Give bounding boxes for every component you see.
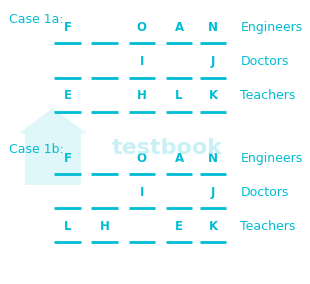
Text: Engineers: Engineers [240,152,303,165]
Text: K: K [209,89,218,102]
Polygon shape [19,108,87,133]
Text: N: N [208,21,218,34]
Text: J: J [211,55,215,68]
Text: A: A [175,152,184,165]
Text: testbook: testbook [112,138,223,158]
Text: Case 1b:: Case 1b: [9,143,64,156]
Text: I: I [140,186,144,199]
Text: O: O [137,152,147,165]
Text: O: O [137,21,147,34]
Text: E: E [175,220,183,233]
Text: F: F [64,152,71,165]
Text: F: F [64,21,71,34]
Text: H: H [137,89,147,102]
Text: Doctors: Doctors [240,186,289,199]
Text: Case 1a:: Case 1a: [9,13,64,26]
Text: A: A [175,21,184,34]
Text: K: K [209,220,218,233]
Text: J: J [211,186,215,199]
Text: H: H [100,220,109,233]
Text: Teachers: Teachers [240,220,296,233]
Text: L: L [64,220,71,233]
FancyBboxPatch shape [25,133,81,185]
Text: Engineers: Engineers [240,21,303,34]
Text: L: L [175,89,183,102]
Text: E: E [64,89,71,102]
Text: Teachers: Teachers [240,89,296,102]
Text: Doctors: Doctors [240,55,289,68]
Text: I: I [140,55,144,68]
Text: N: N [208,152,218,165]
